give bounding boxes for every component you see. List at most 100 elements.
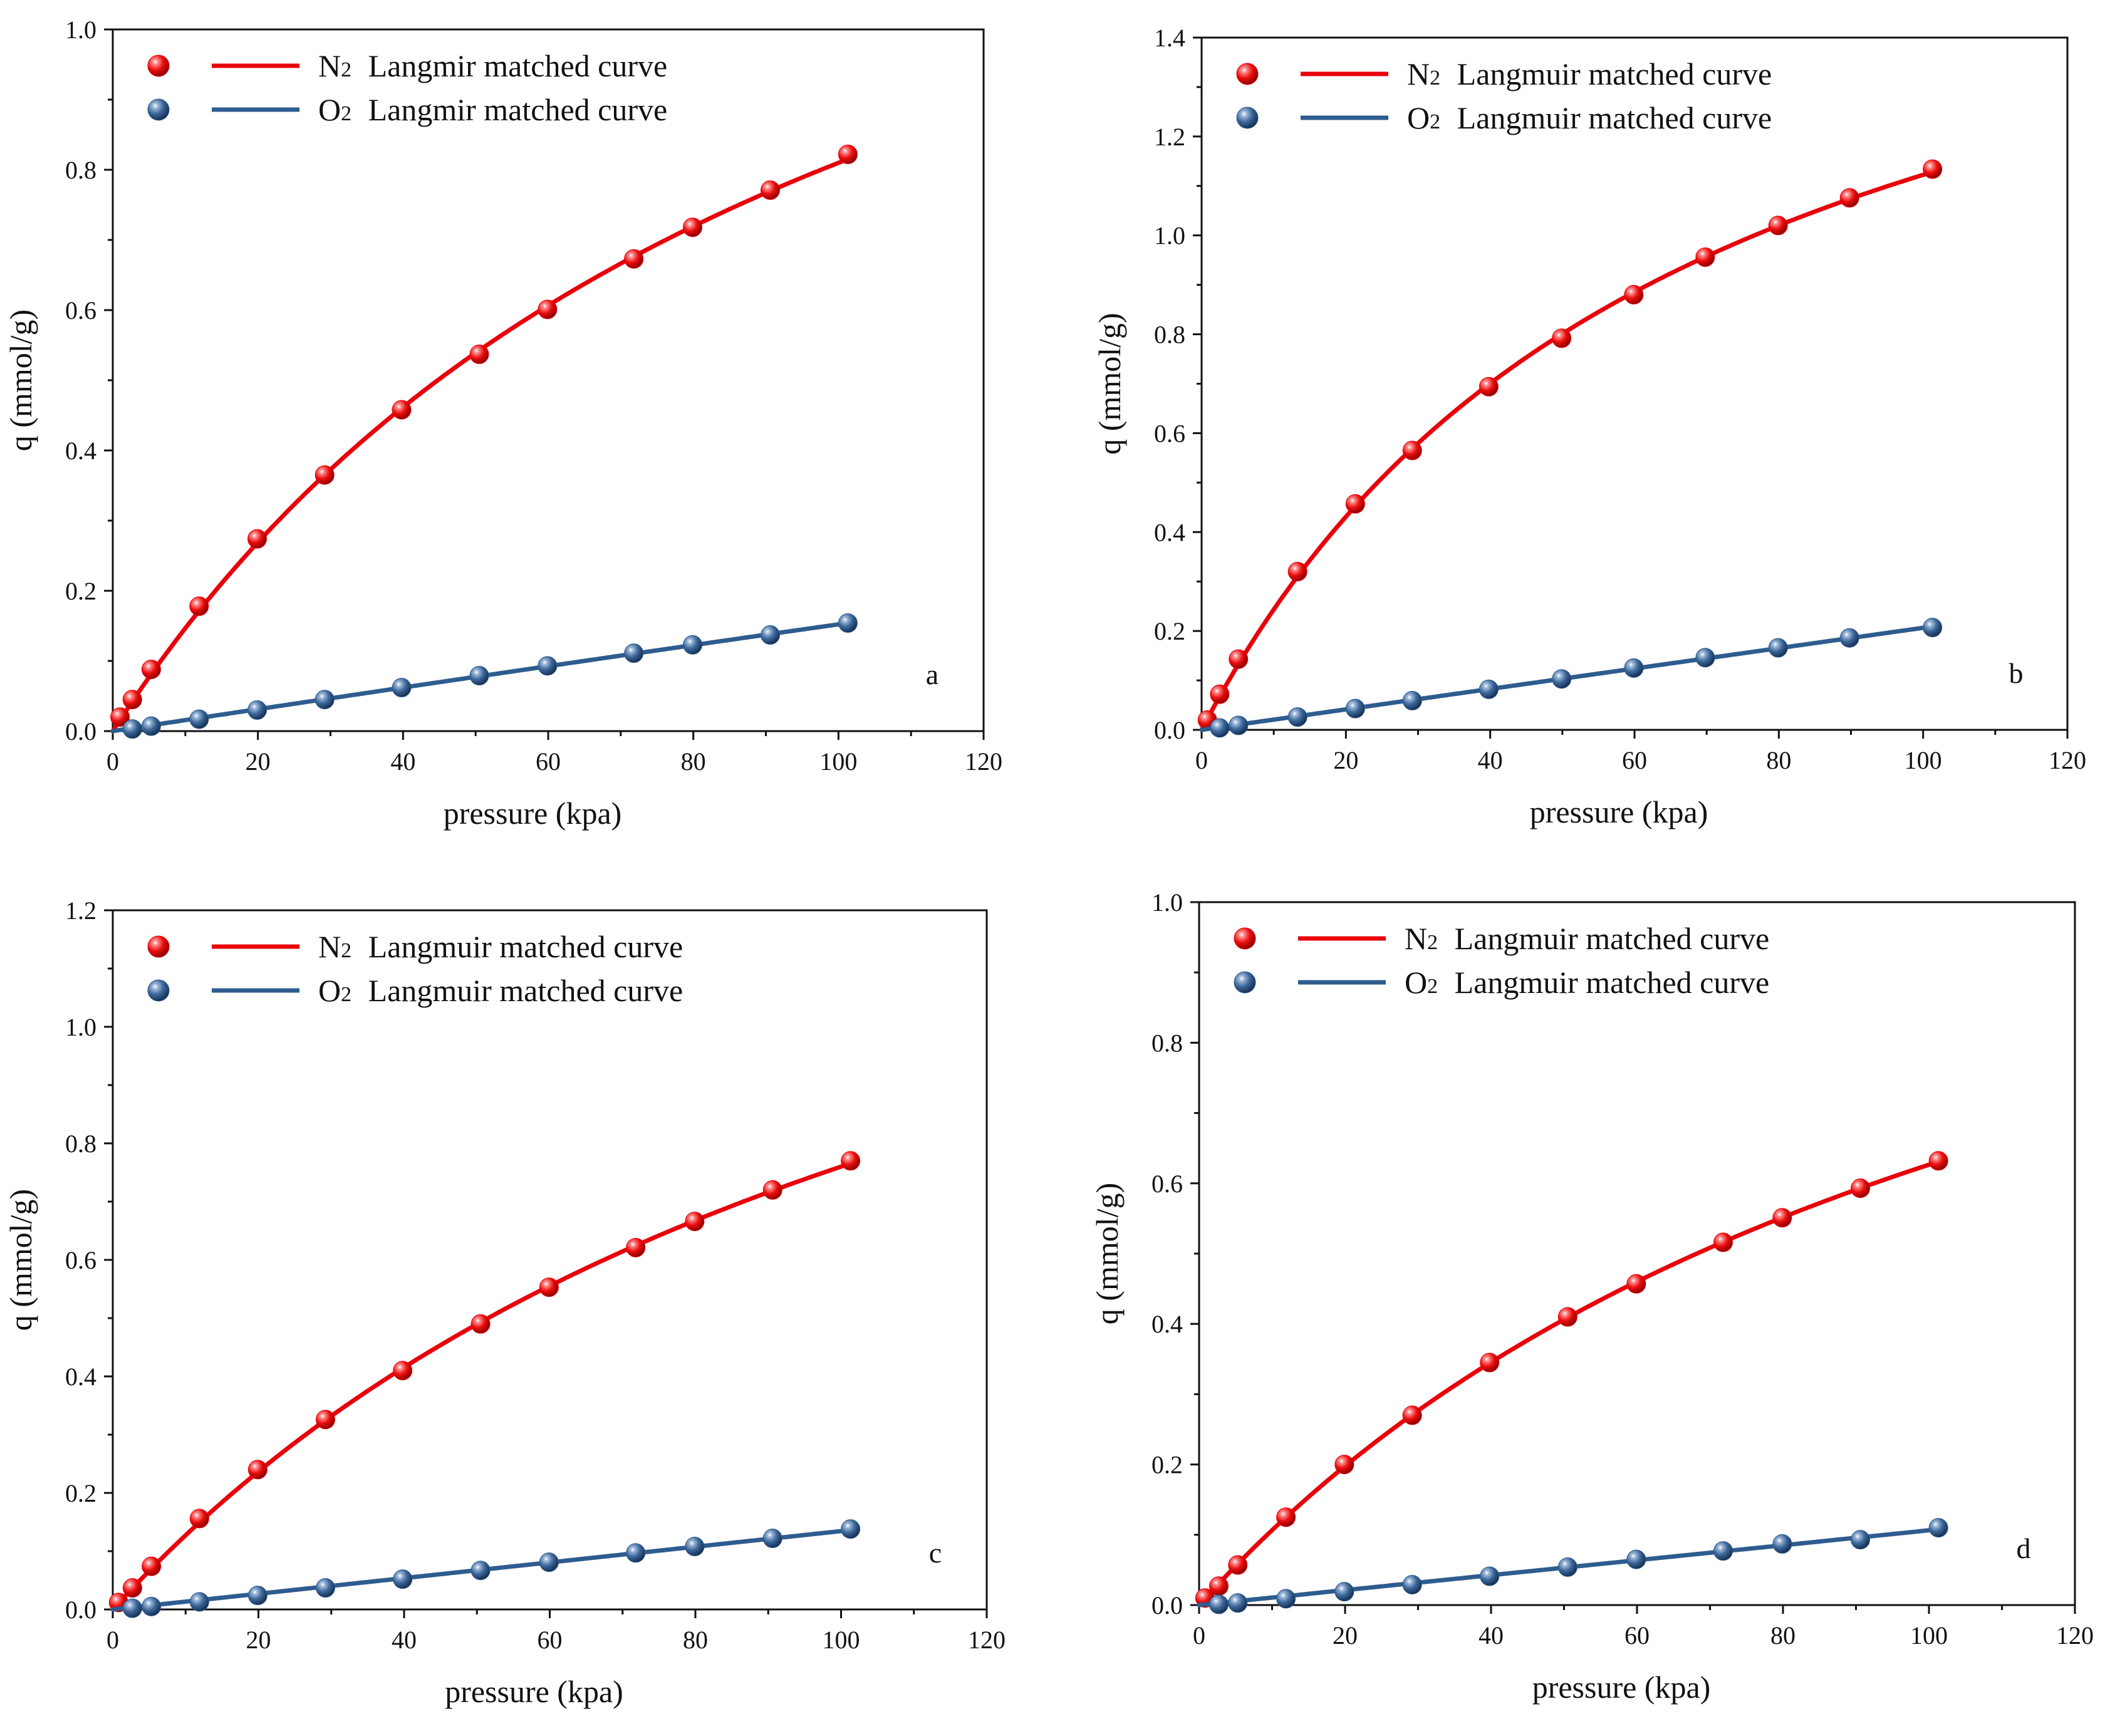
data-point-O2 — [314, 690, 335, 710]
legend-marker-O2 — [147, 979, 170, 1002]
x-tick-label: 120 — [968, 1626, 1006, 1654]
data-point-O2 — [392, 678, 412, 698]
data-point-N2 — [1334, 1455, 1354, 1475]
data-point-O2 — [142, 1596, 162, 1616]
legend-marker-O2 — [147, 98, 170, 121]
data-point-N2 — [1695, 247, 1715, 267]
x-tick-label: 40 — [1478, 746, 1503, 774]
data-point-N2 — [1552, 328, 1572, 348]
x-tick-label: 40 — [390, 747, 415, 776]
y-tick-label: 0.0 — [1151, 1591, 1183, 1619]
data-point-O2 — [1624, 658, 1644, 678]
data-point-N2 — [122, 1578, 142, 1598]
data-point-O2 — [1208, 1594, 1229, 1614]
data-point-O2 — [247, 1586, 268, 1606]
x-tick-label: 80 — [1770, 1621, 1796, 1650]
data-point-O2 — [1402, 690, 1422, 710]
data-point-O2 — [838, 613, 858, 633]
y-tick-label: 0.4 — [1154, 518, 1185, 546]
y-axis-title: q (mmol/g) — [3, 309, 38, 451]
data-point-N2 — [315, 1410, 335, 1430]
x-tick-label: 40 — [1479, 1621, 1504, 1650]
data-point-O2 — [1229, 715, 1249, 735]
data-point-N2 — [1276, 1507, 1296, 1527]
data-point-N2 — [1626, 1274, 1646, 1294]
legend-label-N2: N2 Langmuir matched curve — [318, 929, 683, 964]
x-tick-label: 100 — [1905, 746, 1942, 774]
x-tick-label: 80 — [681, 747, 706, 776]
data-point-O2 — [626, 1543, 646, 1563]
x-tick-label: 40 — [392, 1626, 417, 1654]
data-point-N2 — [314, 465, 335, 485]
data-point-N2 — [393, 1361, 413, 1381]
x-tick-label: 0 — [107, 747, 119, 776]
chart-panel-c: 0 20 40 60 80 100 120 0.0 0.2 0.4 0.6 0.8 1.0 1.2 pres… — [3, 897, 1006, 1709]
y-tick-label: 1.2 — [1154, 123, 1185, 151]
x-tick-label: 100 — [1910, 1621, 1948, 1650]
data-point-O2 — [315, 1578, 335, 1598]
data-point-N2 — [538, 299, 558, 320]
data-point-N2 — [1624, 284, 1644, 304]
y-tick-label: 0.4 — [65, 437, 96, 465]
data-point-N2 — [142, 1556, 162, 1576]
data-point-N2 — [1713, 1232, 1733, 1252]
data-point-O2 — [1402, 1574, 1422, 1594]
y-tick-label: 1.0 — [65, 16, 96, 44]
data-point-N2 — [760, 180, 780, 200]
data-point-N2 — [141, 659, 161, 679]
legend-marker-N2 — [147, 935, 170, 958]
legend: N2 Langmuir matched curve O2 Langmuir mat… — [1234, 921, 1769, 1000]
data-point-N2 — [1480, 1353, 1500, 1373]
data-point-O2 — [393, 1569, 413, 1589]
data-point-O2 — [1928, 1518, 1948, 1538]
fit-curve-N2 — [110, 157, 850, 734]
y-tick-label: 0.6 — [1151, 1170, 1183, 1198]
data-point-O2 — [538, 656, 558, 676]
data-point-O2 — [122, 719, 142, 739]
legend-label-O2: O2 Langmir matched curve — [318, 92, 667, 127]
data-point-N2 — [624, 249, 644, 269]
plot-frame — [1198, 901, 2076, 1606]
fit-curve-N2 — [1199, 170, 1935, 732]
x-axis-title: pressure (kpa) — [444, 796, 622, 831]
legend-label-N2: N2 Langmir matched curve — [318, 48, 667, 83]
data-point-N2 — [247, 1460, 268, 1480]
data-point-O2 — [1923, 618, 1943, 638]
y-tick-label: 0.6 — [65, 1246, 96, 1274]
data-point-N2 — [1928, 1151, 1948, 1171]
data-point-N2 — [1229, 649, 1249, 669]
y-tick-label: 0.4 — [1151, 1310, 1183, 1338]
data-point-N2 — [539, 1277, 559, 1297]
x-tick-label: 0 — [107, 1626, 119, 1654]
y-tick-label: 0.0 — [65, 717, 96, 746]
data-point-N2 — [247, 529, 268, 549]
data-point-O2 — [760, 625, 780, 645]
data-point-N2 — [469, 345, 489, 365]
data-point-O2 — [1552, 669, 1572, 689]
data-point-O2 — [1287, 707, 1307, 727]
data-point-N2 — [683, 217, 703, 237]
data-point-O2 — [1479, 679, 1499, 699]
x-axis-title: pressure (kpa) — [1532, 1670, 1711, 1705]
data-point-O2 — [1480, 1566, 1500, 1586]
data-point-O2 — [1850, 1530, 1870, 1550]
panel-label: c — [929, 1537, 942, 1569]
legend: N2 Langmir matched curve O2 Langmir match… — [147, 48, 667, 127]
x-tick-label: 20 — [1333, 746, 1358, 774]
data-point-O2 — [1228, 1593, 1248, 1613]
data-point-O2 — [1334, 1582, 1354, 1602]
y-tick-label: 0.0 — [1154, 716, 1185, 744]
data-point-N2 — [1850, 1178, 1870, 1198]
panel-label: d — [2017, 1532, 2031, 1564]
data-point-O2 — [1626, 1549, 1646, 1569]
x-tick-label: 0 — [1193, 1621, 1205, 1650]
y-tick-label: 0.0 — [65, 1596, 96, 1624]
data-point-N2 — [189, 596, 209, 616]
legend-marker-N2 — [147, 55, 170, 77]
data-point-O2 — [247, 700, 268, 720]
legend-label-N2: N2 Langmuir matched curve — [1407, 56, 1772, 91]
y-tick-label: 0.2 — [65, 577, 96, 605]
data-point-N2 — [1923, 159, 1943, 179]
y-tick-label: 0.6 — [1154, 419, 1185, 447]
